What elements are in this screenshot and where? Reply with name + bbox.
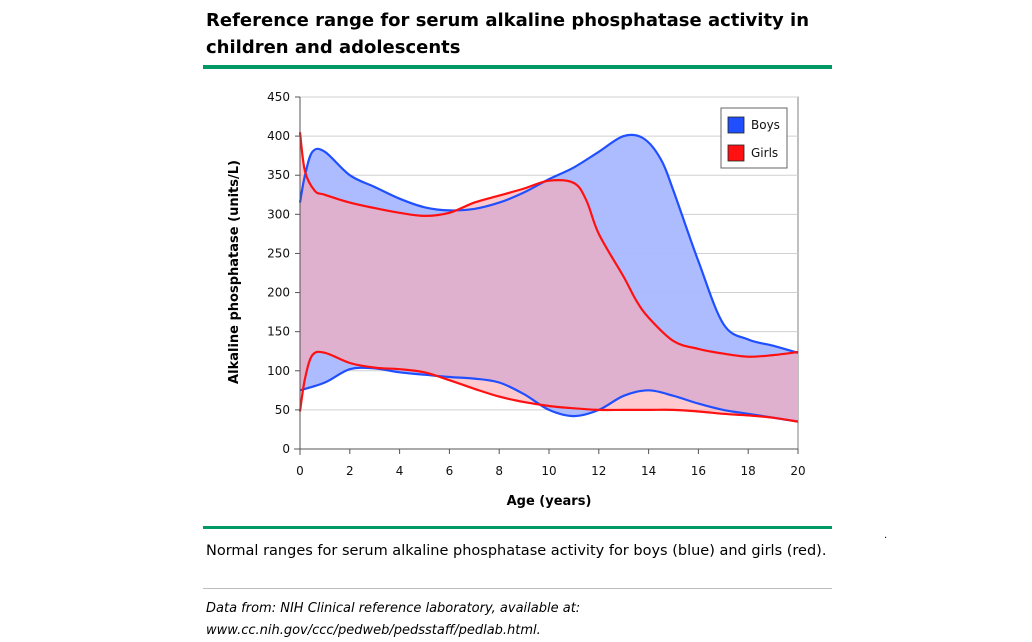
y-tick-label-200: 200 — [267, 286, 290, 300]
x-tick-label-6: 6 — [446, 464, 454, 478]
figure-caption: Normal ranges for serum alkaline phospha… — [206, 543, 827, 559]
x-tick-label-20: 20 — [790, 464, 805, 478]
source-line-2: www.cc.nih.gov/ccc/pedweb/pedsstaff/pedl… — [206, 623, 541, 638]
x-tick-label-8: 8 — [495, 464, 503, 478]
series-line-upper-girls — [298, 132, 799, 358]
x-tick-label-12: 12 — [591, 464, 606, 478]
legend-swatch-boys — [727, 116, 745, 134]
line-layer — [298, 132, 799, 423]
y-tick-label-400: 400 — [267, 129, 290, 143]
legend-label-girls: Girls — [751, 146, 778, 160]
y-tick-label-100: 100 — [267, 364, 290, 378]
y-axis-label: Alkaline phosphatase (units/L) — [227, 160, 242, 384]
middle-divider — [203, 526, 832, 529]
legend-swatch-girls — [727, 144, 745, 162]
series-area-girls — [300, 132, 798, 422]
page-title: Reference range for serum alkaline phosp… — [206, 10, 810, 58]
series-line-lower-girls — [298, 350, 799, 423]
x-tick-label-14: 14 — [641, 464, 656, 478]
y-tick-label-250: 250 — [267, 246, 290, 260]
area-layer — [300, 132, 798, 422]
x-tick-label-2: 2 — [346, 464, 354, 478]
caption-divider — [203, 588, 832, 589]
x-tick-label-0: 0 — [296, 464, 304, 478]
alkaline-phosphatase-chart: 0 50 100 150 200 250 300 350 400 450 0 2 4 6 8 10 12 14 16… — [227, 90, 806, 509]
source-line-1: Data from: NIH Clinical reference labora… — [206, 601, 581, 616]
legend-label-boys: Boys — [751, 118, 780, 132]
x-axis-label: Age (years) — [507, 494, 592, 509]
y-tick-label-0: 0 — [282, 442, 290, 456]
y-tick-label-150: 150 — [267, 325, 290, 339]
top-divider — [203, 65, 832, 69]
x-tick-label-18: 18 — [741, 464, 756, 478]
x-tick-label-4: 4 — [396, 464, 404, 478]
y-tick-label-350: 350 — [267, 168, 290, 182]
y-tick-label-300: 300 — [267, 207, 290, 221]
y-tick-label-50: 50 — [275, 403, 290, 417]
x-tick-label-16: 16 — [691, 464, 706, 478]
axis-layer: 0 50 100 150 200 250 300 350 400 450 0 2 4 6 8 10 12 14 16… — [267, 90, 806, 478]
stray-mark: . — [884, 530, 888, 541]
data-source: Data from: NIH Clinical reference labora… — [206, 598, 836, 642]
x-tick-label-10: 10 — [541, 464, 556, 478]
legend-layer: Boys Girls — [720, 107, 788, 169]
y-tick-label-450: 450 — [267, 90, 290, 104]
